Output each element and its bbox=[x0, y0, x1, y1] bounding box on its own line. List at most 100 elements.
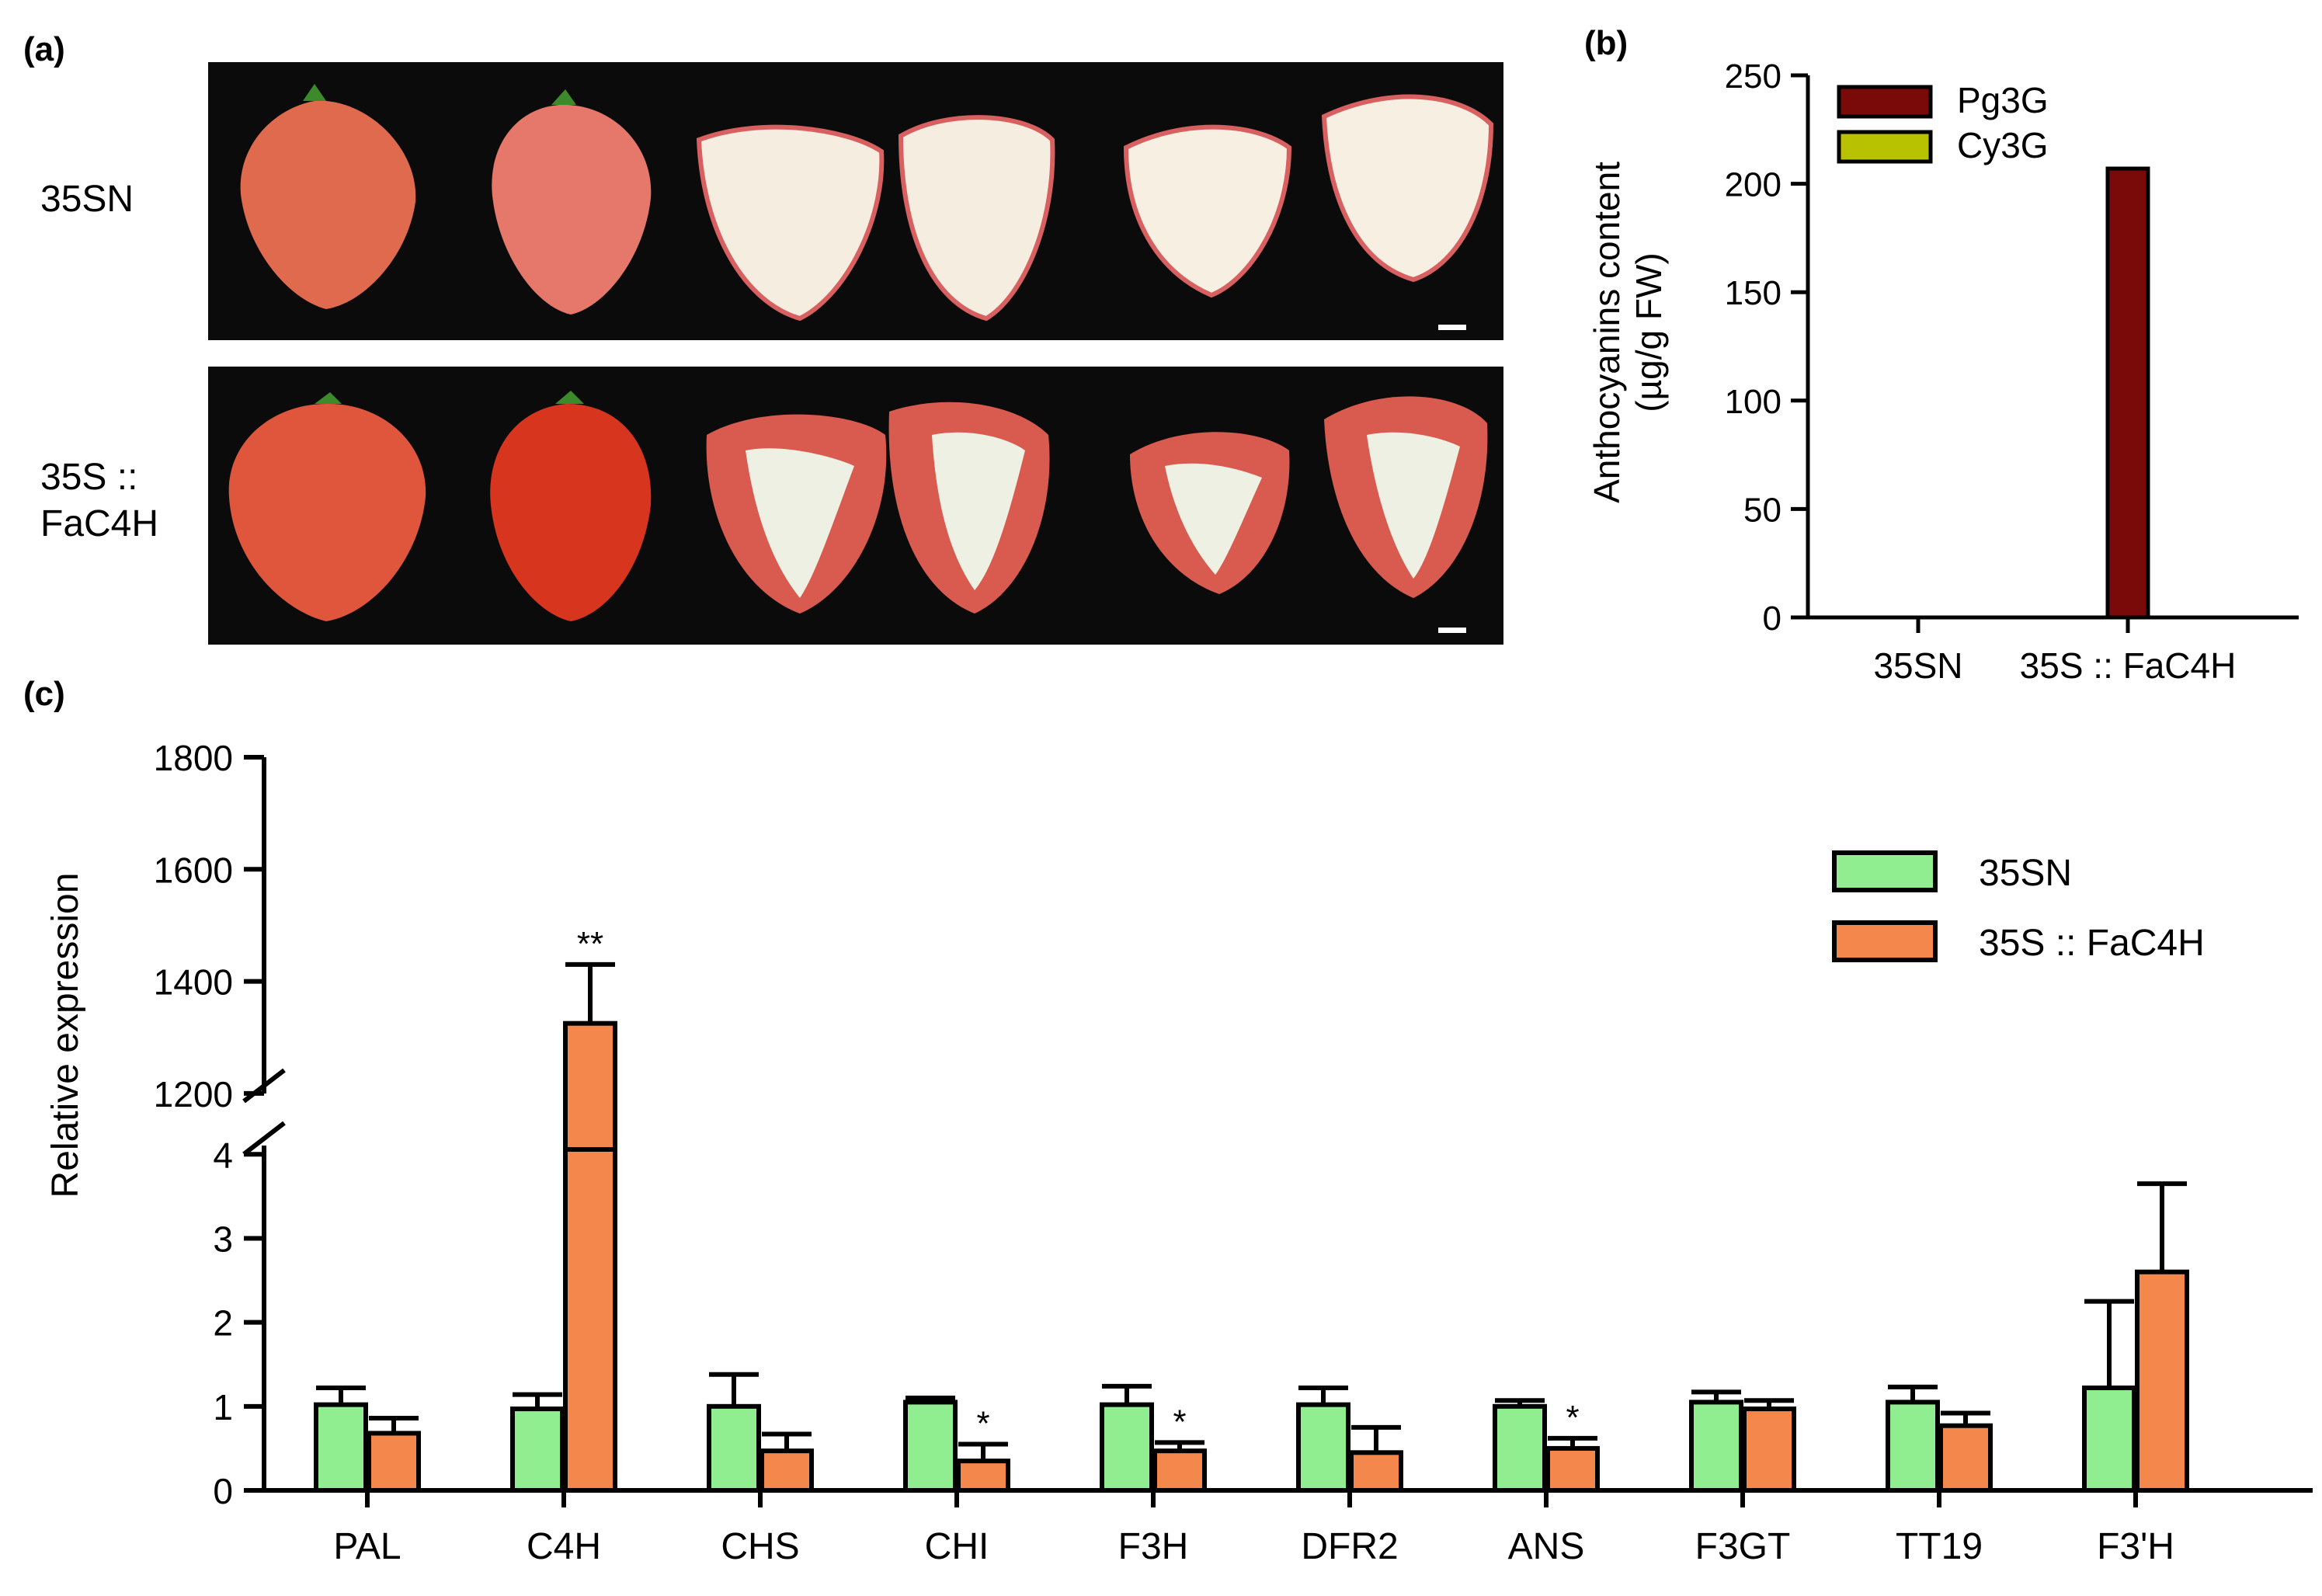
y-tick-label: 50 bbox=[1743, 491, 1781, 529]
bar-35sn bbox=[903, 1400, 958, 1493]
x-tick-label: 35SN bbox=[1873, 645, 1962, 686]
panel-c-bars bbox=[314, 961, 2189, 1493]
bar-35sn bbox=[1886, 1400, 1940, 1493]
x-tick-label: F3GT bbox=[1695, 1526, 1791, 1567]
bar-35sn bbox=[1493, 1403, 1547, 1493]
bar-35s-fac4h bbox=[1349, 1450, 1403, 1493]
bar-35s-fac4h bbox=[760, 1448, 814, 1493]
y-tick-label: 0 bbox=[1763, 600, 1781, 638]
legend-swatch-cy3g bbox=[1837, 130, 1933, 164]
y-tick-label: 3 bbox=[213, 1219, 233, 1259]
x-tick-label: 35S :: FaC4H bbox=[2020, 645, 2237, 686]
strawberry-whole bbox=[240, 100, 416, 309]
panel-c-legend: 35SN 35S :: FaC4H bbox=[1832, 850, 2205, 964]
panel-b-bars bbox=[2105, 166, 2150, 620]
x-tick-label: ANS bbox=[1508, 1526, 1585, 1567]
y-axis-label-line2: (µg/g FW) bbox=[1629, 252, 1669, 412]
y-tick-label: 1600 bbox=[154, 850, 233, 890]
y-tick-label: 2 bbox=[213, 1303, 233, 1344]
panel-b-axes bbox=[1806, 75, 2299, 620]
significance-marker: ** bbox=[577, 925, 603, 963]
y-tick-label: 200 bbox=[1725, 166, 1781, 204]
row-label-35s-line2: FaC4H bbox=[40, 503, 158, 544]
legend-label-35s-fac4h: 35S :: FaC4H bbox=[1979, 923, 2205, 964]
y-tick-label: 250 bbox=[1725, 57, 1781, 96]
bar-35s-fac4h bbox=[1545, 1445, 1600, 1493]
strawberry-calyx bbox=[555, 391, 584, 404]
axis-break-mark bbox=[242, 1068, 286, 1104]
y-tick-label: 0 bbox=[213, 1471, 233, 1511]
y-tick-label: 4 bbox=[213, 1135, 233, 1175]
strawberry-core bbox=[746, 448, 854, 598]
bar-pg3g bbox=[2105, 166, 2150, 620]
scale-bar bbox=[1438, 325, 1466, 330]
y-tick-label: 150 bbox=[1725, 274, 1781, 312]
strawberry-half-white bbox=[696, 124, 885, 322]
significance-marker: * bbox=[1566, 1399, 1579, 1437]
bar-35sn bbox=[314, 1402, 368, 1493]
strawberry-calyx bbox=[303, 84, 326, 101]
strawberry-calyx bbox=[315, 392, 342, 404]
strawberry-half-white bbox=[1123, 124, 1292, 298]
bar-35s-fac4h-lower bbox=[563, 1118, 617, 1493]
x-tick-label: CHI bbox=[925, 1526, 989, 1567]
row-label-35s-line1: 35S :: bbox=[40, 457, 137, 498]
strawberry-core bbox=[932, 432, 1025, 590]
strawberry-whole bbox=[228, 403, 426, 621]
bar-35sn bbox=[510, 1406, 565, 1493]
x-tick-label: C4H bbox=[527, 1526, 601, 1567]
strawberry-core bbox=[1367, 432, 1460, 579]
legend-label-35sn: 35SN bbox=[1979, 853, 2072, 894]
bar-35sn bbox=[707, 1403, 761, 1493]
legend-label-pg3g: Pg3G bbox=[1957, 80, 2049, 120]
x-tick-label: F3'H bbox=[2097, 1526, 2174, 1567]
x-tick-label: DFR2 bbox=[1301, 1526, 1398, 1567]
y-tick-label: 100 bbox=[1725, 383, 1781, 421]
strawberry-half-white bbox=[1321, 94, 1494, 283]
panel-a-label: (a) bbox=[23, 30, 65, 68]
x-tick-label: F3H bbox=[1118, 1526, 1189, 1567]
legend-swatch-35sn bbox=[1832, 850, 1938, 892]
bar-35s-fac4h bbox=[2135, 1269, 2189, 1493]
panel-c: (c) Relative expression 0 1 2 3 4 1200 1400 160… bbox=[23, 675, 2313, 1567]
strawberry-calyx bbox=[551, 89, 576, 105]
panel-c-label: (c) bbox=[23, 675, 65, 713]
scale-bar bbox=[1438, 628, 1466, 633]
legend-label-cy3g: Cy3G bbox=[1957, 125, 2049, 165]
panel-b-legend: Pg3G Cy3G bbox=[1837, 80, 2049, 165]
bar-35sn bbox=[1689, 1400, 1743, 1493]
significance-marker: * bbox=[1173, 1403, 1186, 1441]
bar-35sn bbox=[2082, 1386, 2136, 1493]
y-tick-label: 1200 bbox=[154, 1074, 233, 1114]
y-tick-label: 1400 bbox=[154, 962, 233, 1003]
bar-35s-fac4h bbox=[367, 1431, 421, 1493]
photo-row-35sn bbox=[208, 62, 1503, 340]
x-tick-label: PAL bbox=[333, 1526, 401, 1567]
x-tick-label: TT19 bbox=[1896, 1526, 1983, 1567]
strawberry-whole bbox=[492, 104, 652, 315]
strawberry-core bbox=[1165, 463, 1262, 575]
legend-swatch-pg3g bbox=[1837, 85, 1933, 119]
y-axis-label-line1: Anthocyanins content bbox=[1587, 162, 1627, 503]
bar-35sn bbox=[1100, 1402, 1154, 1493]
bar-35sn bbox=[1296, 1402, 1350, 1493]
strawberry-half-white bbox=[898, 115, 1055, 322]
panel-b-label: (b) bbox=[1584, 24, 1628, 62]
panel-b: (b) Anthocyanins content (µg/g FW) 0 50 10… bbox=[1584, 24, 2299, 686]
bar-35s-fac4h bbox=[1938, 1423, 1993, 1493]
photo-row-35s-fac4h bbox=[208, 367, 1503, 645]
significance-marker: * bbox=[976, 1405, 989, 1443]
panel-a: (a) 35SN 35S :: FaC4H bbox=[23, 30, 1503, 645]
y-axis-label: Relative expression bbox=[45, 873, 86, 1198]
y-tick-label: 1800 bbox=[154, 738, 233, 778]
bar-35s-fac4h-upper bbox=[563, 1021, 617, 1153]
bar-35s-fac4h bbox=[956, 1459, 1010, 1493]
bar-35s-fac4h bbox=[1742, 1406, 1796, 1493]
row-label-35sn: 35SN bbox=[40, 179, 134, 220]
y-tick-label: 1 bbox=[213, 1387, 233, 1427]
x-tick-label: CHS bbox=[721, 1526, 799, 1567]
bar-35s-fac4h bbox=[1152, 1448, 1207, 1493]
